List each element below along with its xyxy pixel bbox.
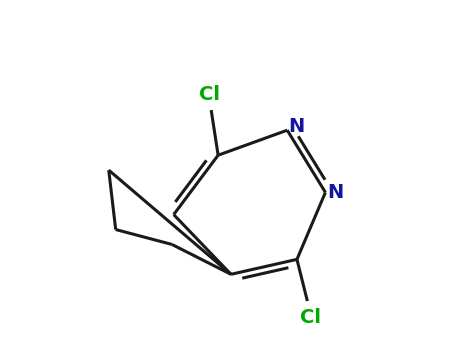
Text: Cl: Cl: [300, 308, 321, 327]
Text: Cl: Cl: [199, 85, 220, 104]
Text: N: N: [288, 117, 304, 136]
Text: N: N: [327, 183, 343, 202]
